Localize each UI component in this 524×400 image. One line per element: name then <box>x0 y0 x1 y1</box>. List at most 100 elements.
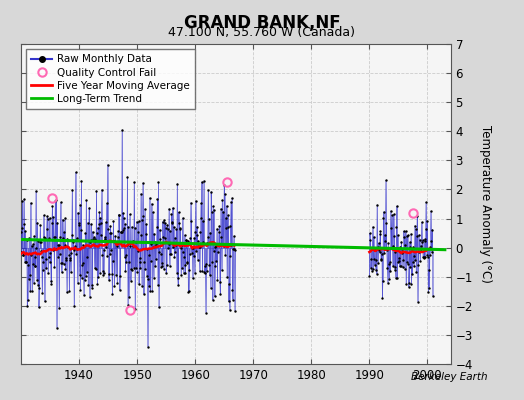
Point <box>106 251 114 258</box>
Point <box>375 249 384 256</box>
Point <box>399 228 408 234</box>
Point <box>126 211 134 218</box>
Point <box>170 254 179 260</box>
Point <box>381 238 389 244</box>
Point <box>101 234 109 240</box>
Point <box>183 259 192 265</box>
Point <box>32 188 40 194</box>
Point <box>51 233 59 240</box>
Point <box>223 274 231 280</box>
Point <box>35 285 43 292</box>
Point <box>216 291 224 298</box>
Point <box>102 219 110 226</box>
Point <box>126 242 135 249</box>
Point <box>366 236 375 243</box>
Point <box>414 262 422 268</box>
Point <box>94 224 102 231</box>
Point <box>83 268 91 275</box>
Point <box>188 245 196 252</box>
Point <box>178 215 187 221</box>
Point <box>227 198 235 205</box>
Point <box>408 271 417 277</box>
Point <box>26 272 34 278</box>
Point <box>154 179 162 186</box>
Point <box>45 215 53 221</box>
Point <box>412 269 420 276</box>
Point <box>40 234 48 240</box>
Point <box>425 252 434 258</box>
Point <box>176 225 184 232</box>
Point <box>427 237 435 244</box>
Point <box>168 220 177 226</box>
Point <box>378 250 386 257</box>
Point <box>140 206 149 212</box>
Point <box>376 228 385 234</box>
Point <box>89 228 97 235</box>
Point <box>202 260 211 267</box>
Point <box>103 161 112 168</box>
Point <box>221 252 230 258</box>
Point <box>31 253 39 260</box>
Point <box>148 288 156 295</box>
Point <box>211 244 220 251</box>
Point <box>193 223 201 230</box>
Point <box>80 242 89 249</box>
Point <box>413 213 421 219</box>
Point <box>373 270 381 277</box>
Point <box>118 127 126 133</box>
Point <box>53 242 62 248</box>
Point <box>178 242 186 248</box>
Point <box>381 177 390 184</box>
Point <box>383 265 391 272</box>
Point <box>204 216 213 222</box>
Point <box>213 226 221 232</box>
Point <box>408 246 416 252</box>
Point <box>208 259 216 265</box>
Point <box>385 276 394 282</box>
Point <box>139 213 148 219</box>
Point <box>156 236 165 242</box>
Point <box>418 237 427 244</box>
Point <box>100 247 108 253</box>
Point <box>84 238 93 244</box>
Point <box>70 247 78 253</box>
Point <box>173 275 182 282</box>
Point <box>95 220 103 227</box>
Point <box>69 239 77 246</box>
Point <box>114 227 123 234</box>
Y-axis label: Temperature Anomaly (°C): Temperature Anomaly (°C) <box>479 125 493 283</box>
Point <box>159 234 167 240</box>
Point <box>26 200 35 206</box>
Point <box>48 220 56 226</box>
Point <box>168 219 176 226</box>
Point <box>82 272 90 279</box>
Point <box>117 229 125 235</box>
Point <box>60 229 68 235</box>
Point <box>27 251 35 258</box>
Point <box>69 236 78 243</box>
Point <box>21 228 29 234</box>
Point <box>424 253 432 260</box>
Point <box>115 212 123 219</box>
Point <box>124 302 132 308</box>
Point <box>81 230 90 236</box>
Point <box>222 203 231 209</box>
Point <box>397 238 406 245</box>
Point <box>171 248 180 255</box>
Point <box>34 238 42 244</box>
Point <box>131 306 139 313</box>
Point <box>190 234 199 241</box>
Point <box>420 236 429 242</box>
Point <box>72 250 80 257</box>
Point <box>189 245 198 252</box>
Point <box>20 196 28 202</box>
Text: 47.100 N, 55.760 W (Canada): 47.100 N, 55.760 W (Canada) <box>169 26 355 39</box>
Point <box>367 265 375 271</box>
Point <box>145 252 153 258</box>
Point <box>166 251 174 257</box>
Point <box>212 258 221 264</box>
Point <box>176 225 184 232</box>
Point <box>113 243 121 249</box>
Point <box>151 263 159 269</box>
Point <box>221 191 229 197</box>
